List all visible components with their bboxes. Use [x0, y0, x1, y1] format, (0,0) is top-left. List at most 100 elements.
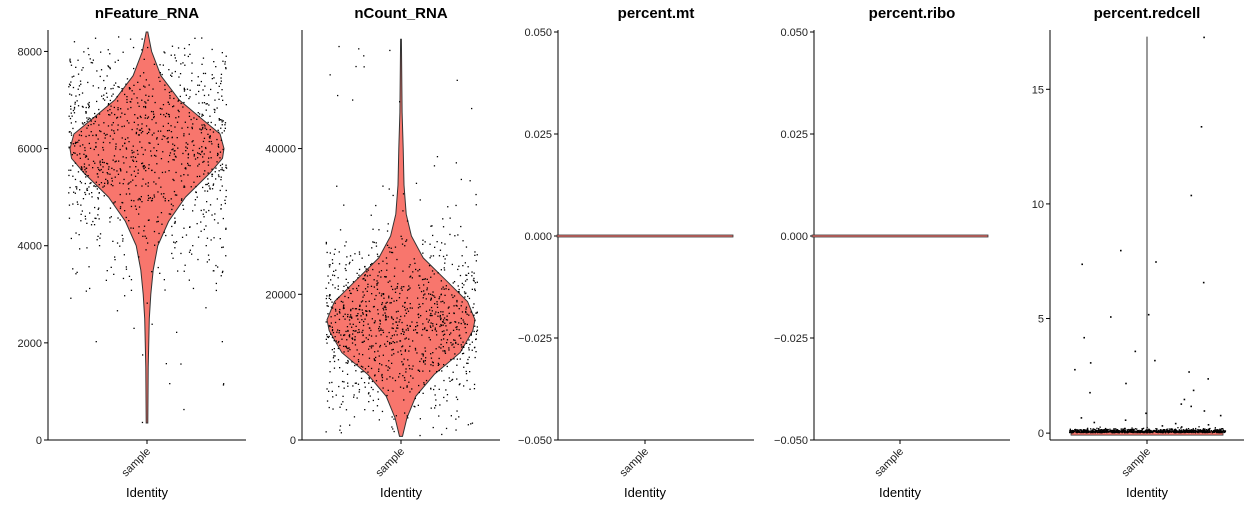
- data-point: [425, 298, 427, 300]
- y-tick-label: 0.000: [780, 231, 808, 243]
- data-point: [342, 305, 345, 307]
- data-point: [396, 299, 398, 302]
- data-point: [88, 193, 90, 195]
- data-point: [1208, 431, 1210, 433]
- data-point: [142, 354, 144, 356]
- data-point: [210, 157, 212, 159]
- data-point: [136, 117, 139, 119]
- data-point: [1207, 428, 1209, 430]
- data-point: [117, 129, 119, 131]
- data-point: [338, 311, 341, 313]
- data-point: [1161, 431, 1163, 433]
- data-point: [391, 317, 393, 319]
- data-point: [141, 421, 144, 424]
- data-point: [146, 302, 148, 304]
- data-point: [218, 85, 220, 87]
- y-tick-label: 0.050: [780, 27, 808, 39]
- data-point: [378, 370, 380, 372]
- data-point: [220, 204, 222, 206]
- data-point: [115, 82, 117, 84]
- data-point: [461, 255, 463, 257]
- data-point: [1083, 430, 1086, 433]
- data-point: [344, 334, 346, 336]
- data-point: [115, 143, 117, 145]
- data-point: [122, 183, 124, 185]
- data-point: [430, 387, 432, 389]
- data-point: [434, 394, 436, 396]
- data-point: [145, 237, 148, 239]
- data-point: [447, 206, 449, 208]
- data-point: [458, 288, 460, 291]
- data-point: [450, 321, 452, 324]
- data-point: [215, 178, 217, 180]
- data-point: [124, 93, 126, 96]
- data-point: [432, 325, 434, 327]
- data-point: [176, 137, 178, 139]
- data-point: [1113, 431, 1115, 433]
- data-point: [148, 197, 150, 199]
- data-point: [349, 334, 351, 336]
- data-point: [188, 133, 190, 135]
- data-point: [75, 121, 77, 123]
- data-point: [454, 235, 456, 237]
- data-point: [377, 313, 379, 315]
- data-point: [69, 93, 71, 95]
- data-point: [399, 373, 401, 375]
- data-point: [119, 206, 122, 208]
- outlier-point: [1089, 362, 1092, 364]
- data-point: [1136, 428, 1138, 430]
- data-point: [1138, 430, 1140, 432]
- data-point: [332, 332, 335, 334]
- data-point: [436, 303, 438, 305]
- data-point: [1214, 428, 1216, 430]
- data-point: [474, 288, 476, 290]
- data-point: [415, 268, 417, 271]
- data-point: [1175, 428, 1177, 431]
- data-point: [403, 331, 405, 333]
- data-point: [122, 51, 124, 53]
- data-point: [105, 92, 108, 94]
- data-point: [340, 403, 343, 405]
- data-point: [189, 165, 191, 167]
- data-point: [196, 223, 198, 225]
- data-point: [330, 333, 332, 335]
- data-point: [95, 134, 97, 136]
- data-point: [144, 166, 146, 168]
- data-point: [1085, 431, 1087, 434]
- data-point: [194, 158, 197, 160]
- data-point: [389, 280, 391, 282]
- data-point: [109, 108, 111, 111]
- data-point: [74, 142, 76, 145]
- data-point: [325, 338, 327, 340]
- data-point: [1182, 431, 1184, 433]
- data-point: [140, 129, 142, 131]
- data-point: [130, 156, 132, 158]
- data-point: [336, 313, 338, 315]
- data-point: [1100, 432, 1102, 434]
- data-point: [138, 105, 140, 107]
- data-point: [97, 176, 99, 178]
- data-point: [1219, 428, 1221, 430]
- data-point: [456, 398, 459, 401]
- data-point: [106, 162, 108, 165]
- data-point: [216, 154, 219, 157]
- data-point: [442, 324, 444, 326]
- data-point: [367, 371, 369, 373]
- data-point: [200, 209, 202, 212]
- data-point: [464, 326, 466, 329]
- data-point: [1201, 430, 1203, 432]
- data-point: [211, 173, 213, 176]
- data-point: [399, 292, 401, 295]
- data-point: [1186, 431, 1189, 433]
- data-point: [326, 334, 328, 336]
- data-point: [333, 367, 336, 369]
- data-point: [467, 362, 469, 364]
- data-point: [171, 208, 173, 211]
- data-point: [1135, 428, 1137, 430]
- data-point: [166, 130, 169, 132]
- data-point: [1224, 431, 1226, 433]
- data-point: [106, 172, 108, 174]
- data-point: [158, 76, 160, 79]
- data-point: [1202, 429, 1204, 431]
